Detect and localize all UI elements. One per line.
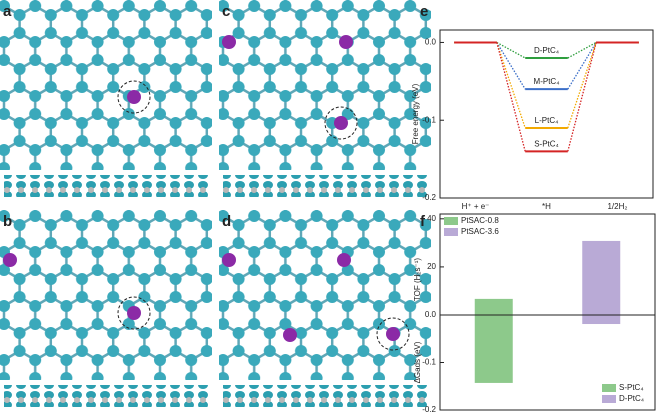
highlight [117,296,151,330]
level-label: D-PtC₄ [534,46,559,55]
structure-panel: d [219,210,431,407]
plot-frame [439,213,656,411]
highlight [324,106,358,140]
connector [567,41,597,59]
pt-atom [283,328,297,342]
panel-label: d [222,213,231,230]
level-label: M-PtC₄ [534,77,560,86]
bar [582,315,621,325]
connector [567,42,597,152]
panel-label: e [420,3,428,20]
level-label: S-PtC₄ [534,139,559,148]
highlight [117,80,151,114]
level-label: L-PtC₄ [535,116,559,125]
lattice [219,0,431,170]
y2-tick-label: -0.2 [422,405,436,414]
charts: e Free energy (eV) 0.0 -0.1 -0.2 H⁺ + e⁻ *H 1/2… [411,3,656,414]
connector [567,42,597,90]
structures: a b c d [0,0,431,407]
bar [474,298,513,315]
panel-label: f [420,213,426,230]
side-view [4,175,208,197]
legend-swatch [444,228,458,236]
x-tick-label: 1/2H₂ [607,202,627,211]
legend-label: PtSAC-3.6 [461,227,499,236]
pt-atom [127,306,141,320]
lattice [219,210,431,380]
pt-atom [334,116,348,130]
legend-label: D-PtC₄ [619,394,644,403]
connector [496,41,526,59]
plot-frame [439,29,654,199]
structure-panel: c [219,0,431,197]
side-view [223,175,427,197]
connector [496,42,526,152]
x-tick-label: *H [542,202,551,211]
pt-atom [339,35,353,49]
legend-swatch [602,384,616,392]
connector [567,42,597,129]
bar [582,240,621,315]
pt-atom [222,35,236,49]
y-tick-label: 40 [427,214,436,223]
y-tick-label: 20 [427,262,436,271]
pt-atom [3,253,17,267]
y2-tick-label: -0.1 [422,358,436,367]
side-view [223,385,427,407]
pt-atom [127,90,141,104]
pt-atom [222,253,236,267]
y-tick-label: -0.1 [422,115,436,124]
connector [496,42,526,90]
panel-label: c [222,3,230,20]
legend-label: S-PtC₄ [619,383,644,392]
legend-swatch [444,217,458,225]
y2-tick-label: 0.0 [425,310,437,319]
pt-atom [337,253,351,267]
pt-atom [386,327,400,341]
x-tick-label: H⁺ + e⁻ [462,202,490,211]
bar [474,315,513,383]
legend-label: PtSAC-0.8 [461,216,499,225]
lattice [0,210,212,380]
side-view [4,385,208,407]
structure-panel: b [0,210,212,407]
y-axis-label: Free energy (eV) [411,83,420,144]
panel-label: b [3,213,12,230]
y2-axis-label: ΔGads (eV) [413,341,422,383]
legend-swatch [602,395,616,403]
panel-label: a [3,3,12,20]
y-tick-label: 0.0 [425,38,437,47]
y-axis-label: TOF (H₂s⁻¹) [413,258,422,302]
structure-panel: a [0,0,212,197]
highlight [376,317,410,351]
lattice [0,0,212,170]
y-tick-label: -0.2 [422,193,436,202]
connector [496,42,526,129]
